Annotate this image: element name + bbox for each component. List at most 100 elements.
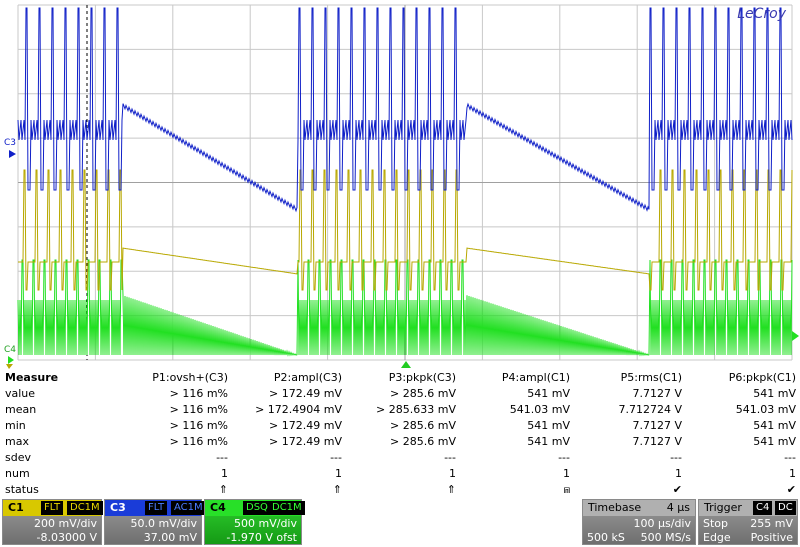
measure-cell: ---	[330, 451, 342, 464]
trigger-type: Edge	[703, 531, 731, 544]
channel-bar: C1 FLT DC1M 200 mV/div -8.03000 V C3 FLT…	[0, 499, 800, 547]
measure-cell: ✔	[672, 483, 682, 496]
measure-row-label: value	[5, 387, 36, 400]
timebase-delay: 4 µs	[666, 501, 690, 514]
c3-waveform	[17, 7, 793, 213]
trigger-mode: Stop	[703, 517, 729, 530]
trigger-level: 255 mV	[750, 517, 793, 530]
timebase-sample-rate: 500 MS/s	[640, 531, 691, 544]
measure-column-p3[interactable]: P3:pkpk(C3)	[388, 371, 456, 384]
trigger-slope: Positive	[750, 531, 793, 544]
channel-c1-header: C1 FLT DC1M	[3, 500, 103, 516]
waveform-grid: LeCroy C3 C4	[4, 4, 799, 369]
measure-row-label: max	[5, 435, 29, 448]
measure-row-min: min > 116 m% > 172.49 mV > 285.6 mV 541 mV 7.…	[0, 419, 800, 435]
measure-cell: 541 mV	[527, 419, 570, 432]
measure-cell: 1	[563, 467, 570, 480]
measure-cell: > 285.6 mV	[390, 435, 456, 448]
timebase-box[interactable]: Timebase 4 µs 100 µs/div 500 kS 500 MS/s	[582, 499, 696, 545]
channel-c3-filter-tag: FLT	[145, 501, 168, 515]
measure-cell: ✔	[786, 483, 796, 496]
trigger-level-marker-icon[interactable]	[792, 331, 799, 341]
trace-label-c3: C3	[4, 138, 16, 148]
measure-cell: 1	[789, 467, 796, 480]
channel-c1-scale: 200 mV/div	[34, 517, 97, 530]
channel-c3-box[interactable]: C3 FLT AC1M 50.0 mV/div 37.00 mV	[104, 499, 206, 545]
measure-column-p6[interactable]: P6:pkpk(C1)	[728, 371, 796, 384]
channel-c3-scale: 50.0 mV/div	[130, 517, 197, 530]
measure-row-value: value > 116 m% > 172.49 mV > 285.6 mV 541 mV…	[0, 387, 800, 403]
measure-cell: 541 mV	[753, 419, 796, 432]
measure-column-p2[interactable]: P2:ampl(C3)	[273, 371, 342, 384]
channel-c3-coupling-tag: AC1M	[171, 501, 206, 515]
measure-row-mean: mean > 116 m% > 172.4904 mV > 285.633 mV 541…	[0, 403, 800, 419]
measure-cell: 7.7127 V	[632, 419, 682, 432]
channel-c1-offset: -8.03000 V	[36, 531, 97, 544]
channel-c1-box[interactable]: C1 FLT DC1M 200 mV/div -8.03000 V	[2, 499, 103, 545]
waveform-display[interactable]: LeCroy C3 C4	[0, 0, 800, 370]
measure-table: Measure P1:ovsh+(C3) P2:ampl(C3) P3:pkpk…	[0, 371, 800, 497]
measure-cell: ⩎	[563, 483, 570, 496]
measure-cell: ---	[444, 451, 456, 464]
channel-c3-name: C3	[110, 501, 126, 514]
trigger-position-marker-icon[interactable]	[401, 361, 411, 368]
measure-row-label: mean	[5, 403, 37, 416]
measure-cell: > 172.49 mV	[269, 419, 342, 432]
measure-cell: > 172.4904 mV	[255, 403, 342, 416]
c4-ground-marker-icon[interactable]	[8, 356, 14, 364]
measure-cell: 541 mV	[527, 387, 570, 400]
measure-cell: 541.03 mV	[509, 403, 570, 416]
measure-title: Measure	[5, 371, 59, 384]
measure-cell: > 116 m%	[169, 419, 228, 432]
trace-label-c4: C4	[4, 345, 16, 355]
c3-ground-marker-icon[interactable]	[9, 150, 16, 158]
trigger-source-tag: C4	[753, 501, 773, 515]
measure-column-p4[interactable]: P4:ampl(C1)	[501, 371, 570, 384]
measure-cell: 7.7127 V	[632, 387, 682, 400]
measure-row-label: min	[5, 419, 26, 432]
measure-cell: 541.03 mV	[735, 403, 796, 416]
measure-cell: 7.712724 V	[618, 403, 682, 416]
measure-cell: ⇑	[446, 483, 456, 496]
measure-column-p1[interactable]: P1:ovsh+(C3)	[152, 371, 228, 384]
channel-c4-scale: 500 mV/div	[234, 517, 297, 530]
measure-cell: 541 mV	[753, 435, 796, 448]
channel-c3-header: C3 FLT AC1M	[105, 500, 206, 516]
measure-cell: > 116 m%	[169, 435, 228, 448]
measure-cell: > 285.6 mV	[390, 387, 456, 400]
channel-c4-offset: -1.970 V ofst	[226, 531, 297, 544]
trigger-coupling-tag: DC	[775, 501, 796, 515]
timebase-per-div: 100 µs/div	[633, 517, 691, 530]
measure-header-row: Measure P1:ovsh+(C3) P2:ampl(C3) P3:pkpk…	[0, 371, 800, 387]
measure-cell: 1	[675, 467, 682, 480]
measure-cell: ⇑	[332, 483, 342, 496]
channel-c4-name: C4	[210, 501, 226, 514]
measure-cell: > 116 m%	[169, 403, 228, 416]
measure-cell: > 172.49 mV	[269, 435, 342, 448]
measure-cell: 7.7127 V	[632, 435, 682, 448]
measure-cell: ---	[784, 451, 796, 464]
measure-row-num: num 1 1 1 1 1 1	[0, 467, 800, 483]
c1-waveform	[18, 169, 793, 291]
measure-cell: 541 mV	[527, 435, 570, 448]
measure-row-status: status ⇑ ⇑ ⇑ ⩎ ✔ ✔	[0, 483, 800, 499]
measure-column-p5[interactable]: P5:rms(C1)	[620, 371, 682, 384]
measure-row-label: num	[5, 467, 30, 480]
measure-cell: > 285.633 mV	[376, 403, 456, 416]
measure-row-label: status	[5, 483, 39, 496]
trigger-header: Trigger C4 DC	[699, 500, 797, 516]
timebase-samples: 500 kS	[587, 531, 625, 544]
channel-c1-coupling-tag: DC1M	[67, 501, 103, 515]
c1-offset-marker-icon[interactable]	[6, 364, 13, 369]
trigger-box[interactable]: Trigger C4 DC Stop 255 mV Edge Positive	[698, 499, 798, 545]
measure-cell: ---	[670, 451, 682, 464]
trigger-label: Trigger	[704, 501, 742, 514]
channel-c4-box[interactable]: C4 DSQ DC1M 500 mV/div -1.970 V ofst	[204, 499, 305, 545]
channel-c1-name: C1	[8, 501, 24, 514]
measure-cell: 541 mV	[753, 387, 796, 400]
measure-cell: 1	[449, 467, 456, 480]
measure-cell: ⇑	[218, 483, 228, 496]
channel-c4-filter-tag: DSQ	[243, 501, 271, 515]
measure-row-label: sdev	[5, 451, 31, 464]
timebase-header: Timebase 4 µs	[583, 500, 695, 516]
